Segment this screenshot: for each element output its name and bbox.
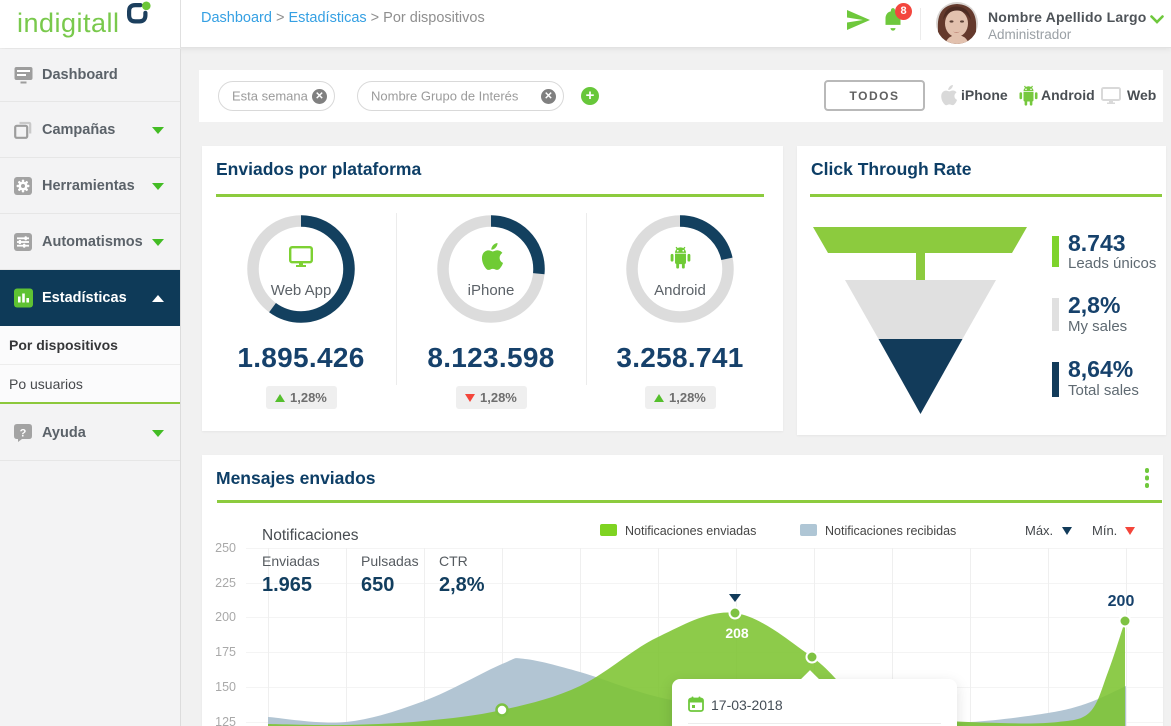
svg-text:?: ? [20, 428, 27, 440]
svg-text:200: 200 [1108, 593, 1135, 610]
svg-text:208: 208 [725, 625, 749, 641]
